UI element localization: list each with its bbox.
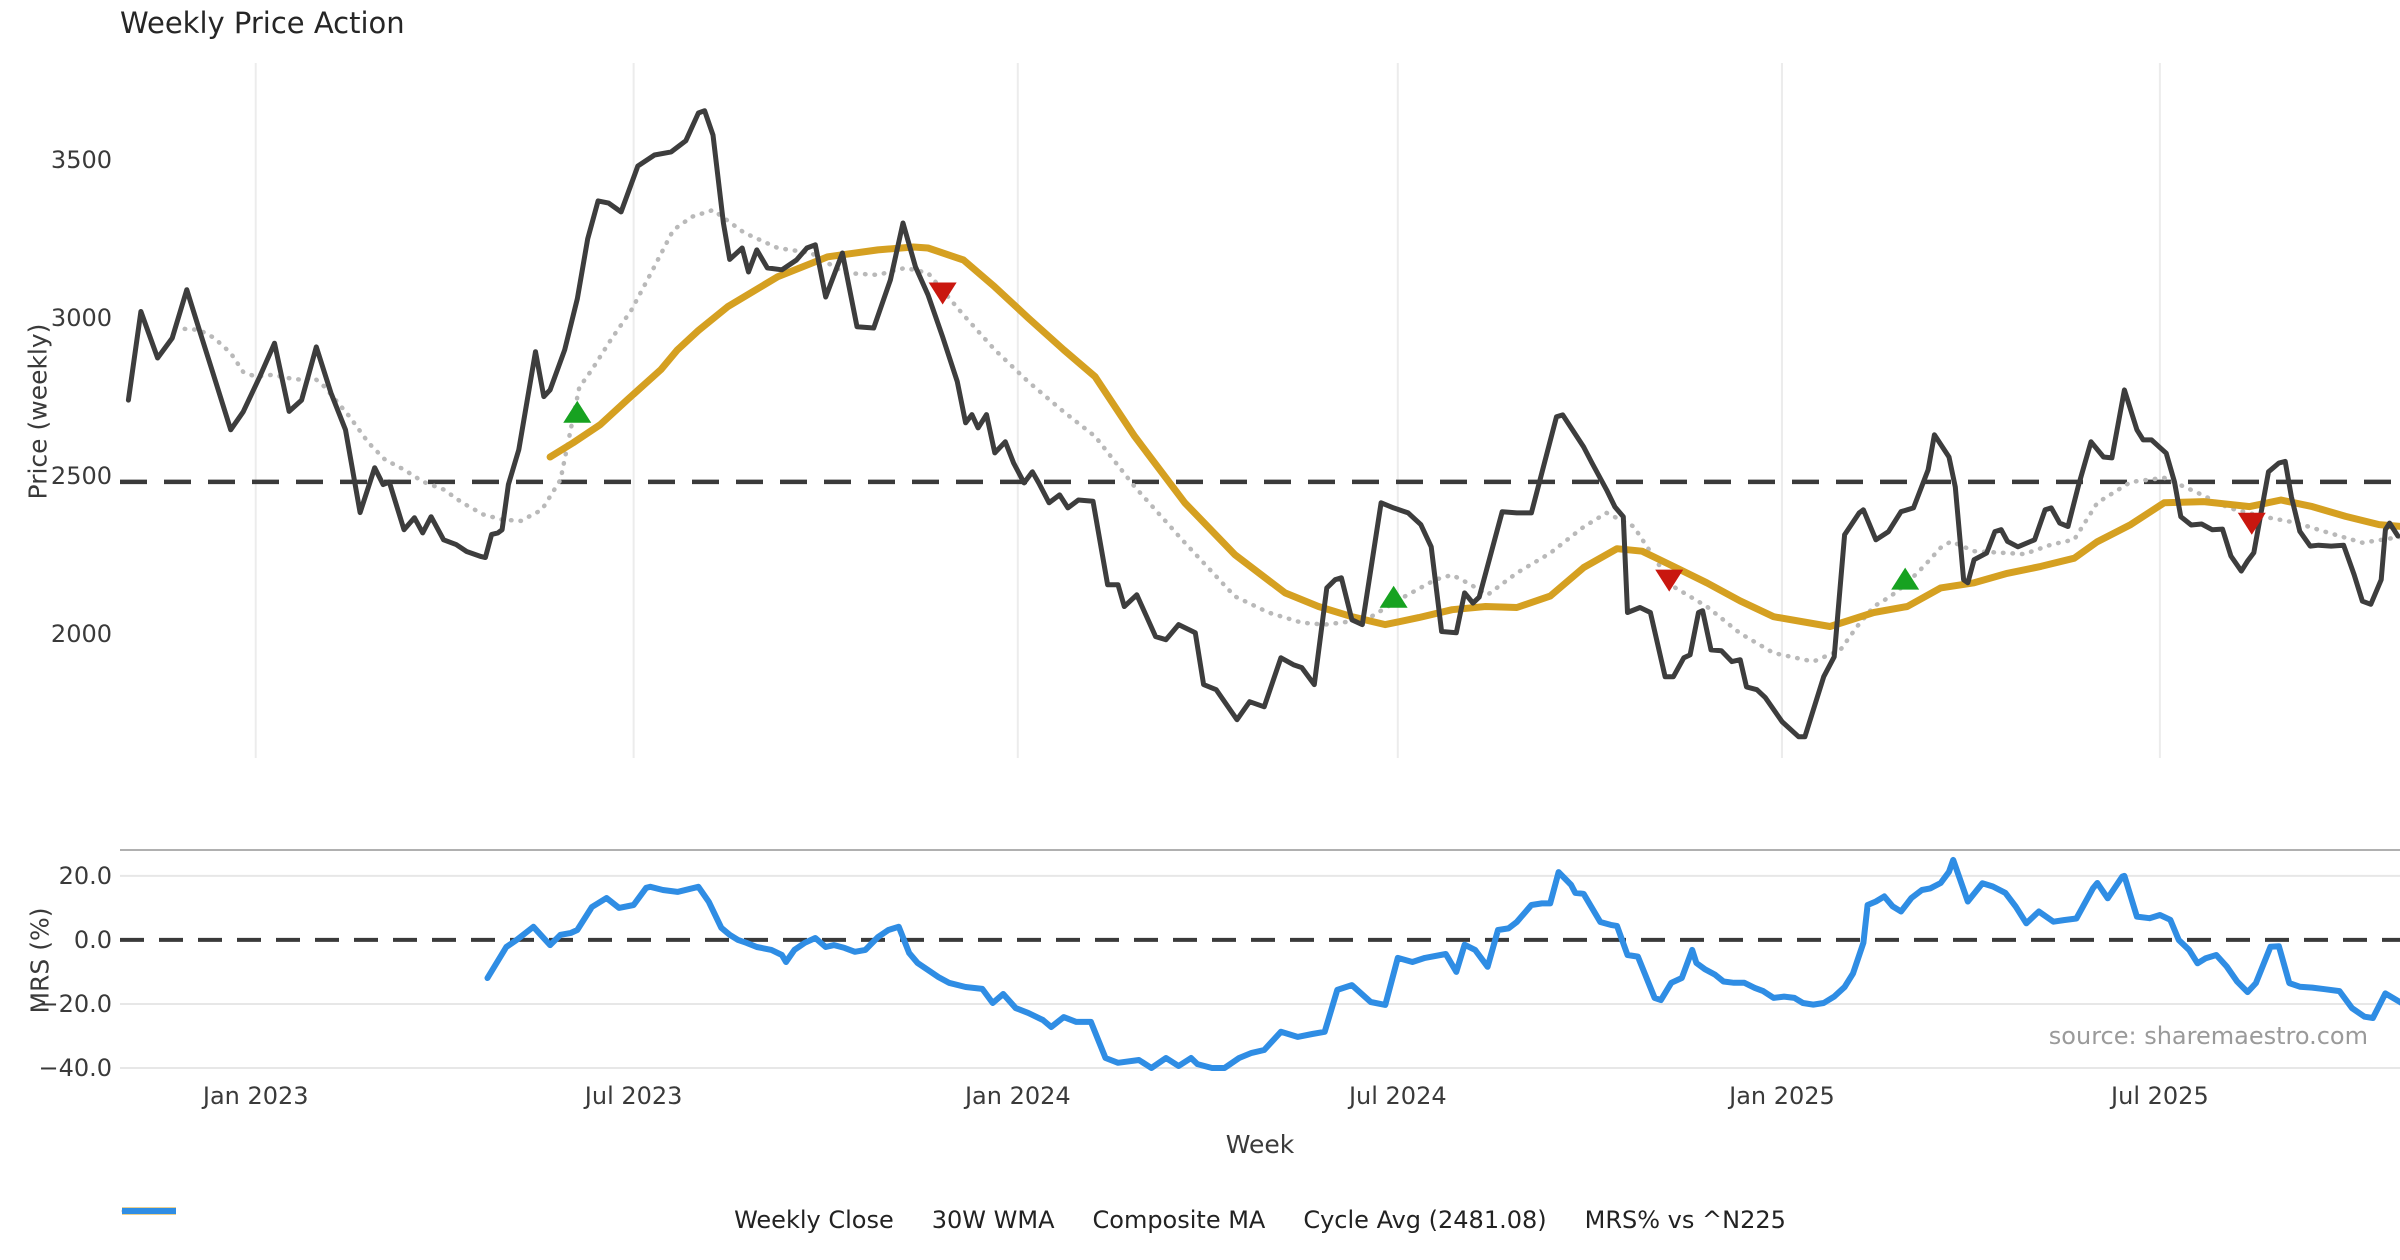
mrs-tick-label: −20.0 [38, 990, 112, 1018]
buy-marker [1891, 567, 1920, 590]
mrs-tick-label: 0.0 [74, 926, 112, 954]
legend-item-mrs: MRS% vs ^N225 [122, 1206, 1786, 1234]
wma-30w-line [546, 243, 2400, 630]
price-tick-label: 2000 [51, 620, 112, 648]
buy-marker [1379, 585, 1408, 608]
legend-label: Weekly Close [734, 1206, 894, 1234]
legend-item-composite-ma: Composite MA [121, 1206, 1266, 1234]
legend-item-30w-wma: 30W WMA [122, 1206, 1055, 1234]
x-tick-label: Jan 2024 [963, 1082, 1071, 1110]
legend-label: MRS% vs ^N225 [1584, 1206, 1786, 1234]
x-tick-label: Jan 2025 [1727, 1082, 1835, 1110]
legend-label: Composite MA [1092, 1206, 1266, 1234]
legend-item-cycle-avg: Cycle Avg (2481.08) [122, 1206, 1547, 1234]
sell-marker [928, 282, 957, 305]
mrs-line-swatch-icon [122, 1208, 176, 1214]
price-tick-label: 3000 [51, 304, 112, 332]
legend: Weekly Close 30W WMA Composite MA Cycle … [120, 1206, 2400, 1234]
x-axis-label: Week [1225, 1130, 1295, 1159]
mrs-tick-label: −40.0 [38, 1054, 112, 1082]
x-tick-label: Jul 2024 [1347, 1082, 1447, 1110]
mrs-tick-label: 20.0 [59, 862, 112, 890]
legend-label: Cycle Avg (2481.08) [1303, 1206, 1547, 1234]
chart-title: Weekly Price Action [120, 6, 405, 40]
weekly-close-line [125, 108, 2400, 740]
price-tick-label: 3500 [51, 146, 112, 174]
x-tick-label: Jul 2025 [2109, 1082, 2209, 1110]
composite-ma-line [182, 207, 2400, 664]
price-tick-label: 2500 [51, 462, 112, 490]
mrs-line [484, 856, 2400, 1071]
sell-marker [1655, 569, 1684, 592]
x-tick-label: Jul 2023 [583, 1082, 683, 1110]
legend-label: 30W WMA [931, 1206, 1055, 1234]
source-note: source: sharemaestro.com [2048, 1022, 2368, 1050]
legend-item-weekly-close: Weekly Close [122, 1206, 894, 1234]
sell-marker [2237, 512, 2266, 535]
x-tick-label: Jan 2023 [201, 1082, 309, 1110]
buy-marker [563, 400, 592, 423]
price-axis-label: Price (weekly) [23, 323, 53, 500]
mrs-axis-label: MRS (%) [25, 907, 55, 1014]
